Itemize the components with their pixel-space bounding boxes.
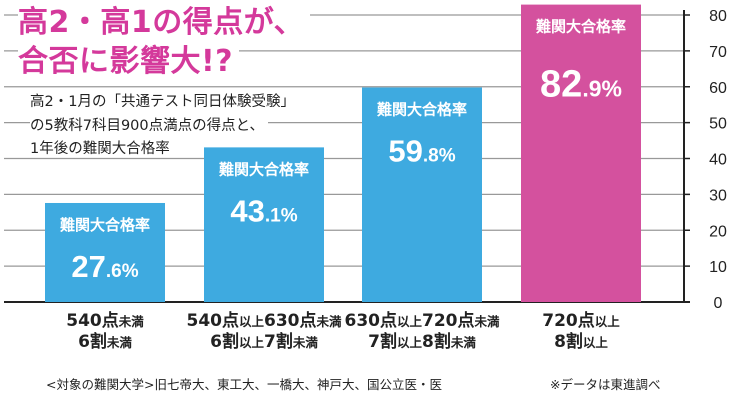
bar-series-label: 難関大合格率 [536, 18, 626, 36]
y-tick-label: 20 [709, 223, 727, 240]
category-label-part: 8割 [554, 331, 583, 352]
value-int: 59 [388, 133, 422, 168]
bar-series-label: 難関大合格率 [377, 100, 467, 118]
category-label-part: 720点 [542, 311, 595, 331]
category-label-part: 未満 [118, 314, 144, 329]
category-label-part: 6割 [210, 331, 239, 352]
bar-4 [521, 4, 641, 302]
bar-value-label: 27.6% [71, 249, 138, 284]
value-int: 43 [230, 193, 264, 228]
category-label-part: 未満 [316, 314, 342, 329]
category-label-part: 7割 [264, 331, 293, 352]
y-tick-label: 30 [709, 187, 727, 204]
value-decimal: .9% [582, 76, 622, 102]
value-decimal: .6% [106, 261, 139, 282]
bar-series-label: 難関大合格率 [60, 216, 150, 234]
value-int: 27 [71, 249, 105, 284]
category-label: 630点以上720点未満 7割以上8割未満 [342, 311, 502, 352]
target-universities-note: <対象の難関大学>旧七帝大、東工大、一橋大、神戸大、国公立医・医 [46, 377, 442, 392]
chart-title-line1: 高2・高1の得点が、 [18, 8, 311, 38]
bar-3 [362, 87, 482, 302]
category-label-part: 以上 [396, 334, 422, 350]
bar-2 [204, 147, 324, 302]
category-label-part: 未満 [450, 334, 476, 350]
category-label-part: 未満 [474, 314, 500, 329]
value-int: 82 [540, 64, 582, 106]
category-label-part: 以上 [238, 334, 264, 350]
chart-subtitle-line2: の5教科7科目900点満点の得点と、 [30, 119, 269, 134]
category-label-part: 7割 [368, 331, 397, 352]
y-tick-label: 80 [709, 8, 727, 25]
category-label-part: 630点 [344, 311, 397, 331]
y-tick-label: 40 [709, 152, 727, 169]
category-label-part: 540点 [186, 311, 239, 331]
category-label-part: 以上 [582, 334, 608, 350]
y-tick-label: 0 [714, 295, 723, 312]
category-label-part: 未満 [106, 334, 132, 350]
category-label-part: 6割 [78, 331, 107, 352]
y-tick-label: 70 [709, 44, 727, 61]
chart-subtitle-line3: 1年後の難関大合格率 [30, 142, 174, 157]
category-label-part: 540点 [66, 311, 119, 331]
value-decimal: .8% [423, 145, 456, 166]
category-label: 540点未満 6割未満 [25, 311, 185, 352]
bar-series-label: 難関大合格率 [219, 160, 309, 178]
category-label-part: 以上 [594, 314, 620, 329]
category-label-part: 630点 [264, 311, 317, 331]
chart-title-line2: 合否に影響大!? [18, 47, 240, 77]
category-label-part: 未満 [292, 334, 318, 350]
category-label: 720点以上 8割以上 [501, 311, 661, 352]
category-label-part: 以上 [238, 314, 264, 329]
category-label-part: 8割 [422, 331, 451, 352]
y-tick-label: 60 [709, 80, 727, 97]
bar-1 [45, 202, 165, 302]
bar-value-label: 59.8% [388, 133, 455, 168]
y-tick-label: 10 [709, 259, 727, 276]
bar-value-label: 82.9% [540, 64, 622, 106]
y-tick-label: 50 [709, 116, 727, 133]
category-label-part: 以上 [396, 314, 422, 329]
source-note: ※データは東進調べ [550, 377, 661, 392]
category-label-part: 720点 [422, 311, 475, 331]
bar-value-label: 43.1% [230, 193, 297, 228]
category-label: 540点以上630点未満 6割以上7割未満 [184, 311, 344, 352]
value-decimal: .1% [265, 205, 298, 226]
chart-subtitle-line1: 高2・1月の「共通テスト同日体験受験」 [30, 95, 299, 110]
